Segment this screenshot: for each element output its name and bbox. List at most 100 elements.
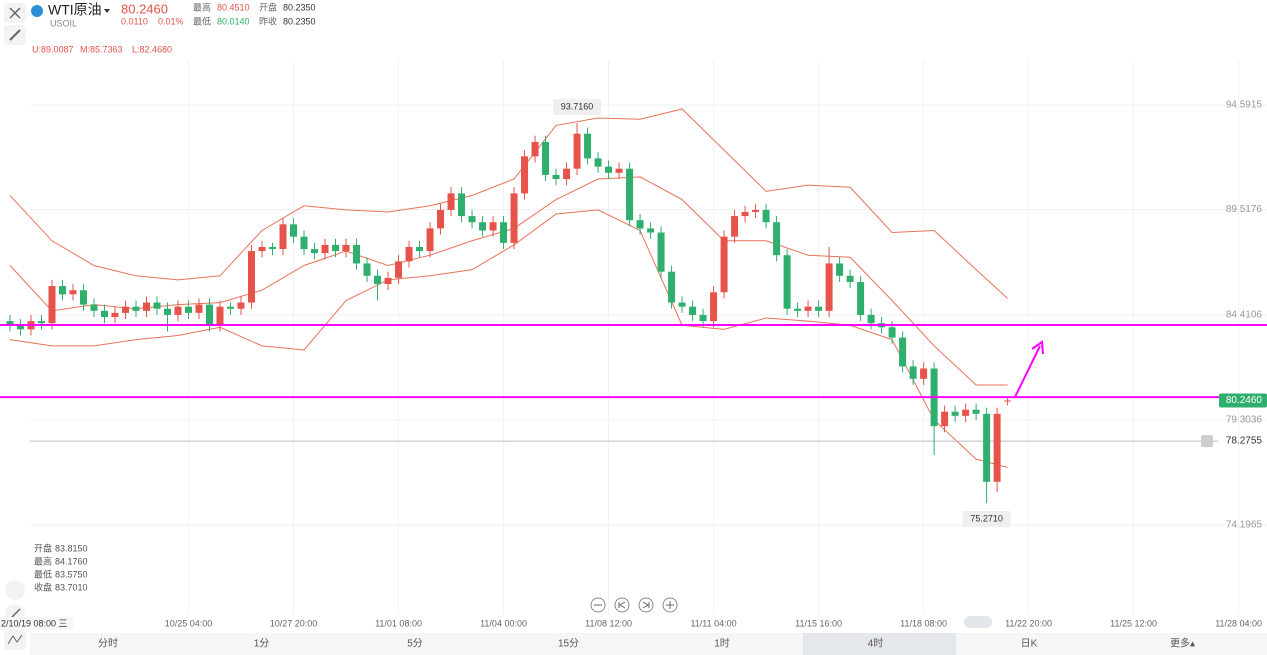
candle-body [458, 193, 466, 217]
x-tick-label: 10/27 20:00 [270, 618, 318, 628]
tab[interactable]: 4时 [868, 638, 884, 650]
symbol-icon [31, 5, 43, 17]
x-tick-label: 11/15 16:00 [795, 618, 842, 628]
tab[interactable]: 分时 [98, 638, 118, 650]
tab[interactable]: 更多▴ [1170, 637, 1195, 650]
info-value: 83.5750 [55, 569, 88, 579]
candle-body [825, 263, 833, 311]
candle-body [731, 216, 739, 237]
candle-body [857, 281, 865, 315]
candle-body [636, 220, 644, 229]
candle-body [909, 366, 917, 379]
tab[interactable]: 日K [1021, 639, 1038, 650]
candle-body [573, 133, 581, 169]
candle-body [657, 232, 665, 272]
x-tick-label: 11/11 04:00 [690, 618, 736, 628]
x-tick-label: 11/18 08:00 [900, 618, 947, 628]
dropdown-arrow[interactable] [104, 9, 110, 13]
crosshair-time: 2/10/19 08:00 三 [1, 618, 68, 628]
change-pct: 0.01% [158, 16, 184, 26]
candle-body [752, 209, 760, 212]
label: 开盘 [259, 1, 277, 12]
indicator-button[interactable] [4, 630, 26, 650]
tab[interactable]: 1分 [254, 638, 270, 650]
candle-body [783, 255, 791, 309]
price: 80.2460 [121, 1, 168, 16]
symbol[interactable]: WTI原油 [48, 2, 102, 18]
candle-body [416, 246, 424, 252]
value: 80.0140 [217, 16, 250, 26]
label: 昨收 [259, 15, 277, 26]
change: 0.0110 [121, 16, 148, 26]
tab[interactable]: 5分 [407, 638, 423, 650]
candle-body [773, 222, 781, 256]
value: 80.2350 [283, 16, 316, 26]
candle-body [699, 314, 707, 322]
candle-body [521, 156, 529, 194]
candle-body [846, 275, 854, 282]
arrow-head [1031, 340, 1044, 355]
candle-body [962, 409, 970, 416]
price-tag [1219, 393, 1267, 408]
candle-body [531, 141, 539, 157]
candle-body [615, 168, 623, 173]
info-value: 84.1760 [55, 556, 88, 566]
candle-body [1004, 400, 1012, 402]
y-tick-label: 74.1965 [1226, 520, 1263, 531]
candle-body [605, 166, 613, 173]
info-label: 最高 [34, 555, 52, 566]
candle-body [311, 249, 319, 254]
candle-body [710, 292, 718, 322]
x-tick-label: 11/25 12:00 [1110, 618, 1157, 628]
candle-body [510, 193, 518, 243]
candle-body [353, 244, 361, 264]
candle-body [37, 321, 45, 324]
tool-button[interactable] [5, 580, 25, 600]
candle-body [374, 275, 382, 285]
info-label: 最低 [34, 568, 52, 579]
label: 最低 [193, 15, 211, 26]
tab-bar [30, 633, 1267, 655]
info-label: 收盘 [34, 581, 52, 592]
info-value: 83.7010 [55, 582, 88, 592]
candle-body [815, 306, 823, 311]
candle-body [426, 228, 434, 252]
scroll-handle[interactable] [964, 616, 992, 628]
value: 80.4510 [217, 2, 250, 12]
y-tick-label: 94.5915 [1226, 100, 1263, 111]
candle-body [563, 168, 571, 179]
candle-body [405, 246, 413, 262]
candle-body [720, 236, 728, 293]
indicator-icon [7, 634, 23, 645]
x-tick-label: 11/22 20:00 [1005, 618, 1052, 628]
candle-body [741, 211, 749, 217]
candle-body [678, 302, 686, 307]
marker-box [962, 510, 1011, 527]
value: 80.2350 [283, 2, 316, 12]
candle-body [342, 244, 350, 252]
candle-body [972, 409, 980, 414]
x-tick-label: 10/25 04:00 [165, 618, 213, 628]
tab[interactable]: 1时 [714, 638, 730, 650]
candle-body [993, 413, 1001, 482]
candle-body [395, 261, 403, 278]
candle-body [300, 236, 308, 250]
candle-body [626, 168, 634, 221]
active-tab [803, 633, 956, 655]
marker-label: 93.7160 [561, 101, 594, 111]
tab[interactable]: 15分 [558, 638, 579, 650]
candle-body [216, 306, 224, 326]
candle-body [384, 277, 392, 285]
candle-body [79, 290, 87, 305]
plot: 94.5915 89.5176 84.4106 79.3036 74.1965 10/25… [0, 60, 1267, 628]
x-tick-label: 11/08 12:00 [585, 618, 632, 628]
candle-body [153, 302, 161, 309]
control-icons [594, 601, 674, 609]
step-forward[interactable] [638, 597, 654, 613]
step-back[interactable] [614, 597, 630, 613]
candle-body [58, 286, 66, 295]
candle-body [899, 337, 907, 367]
info-value: 83.8150 [55, 543, 88, 553]
